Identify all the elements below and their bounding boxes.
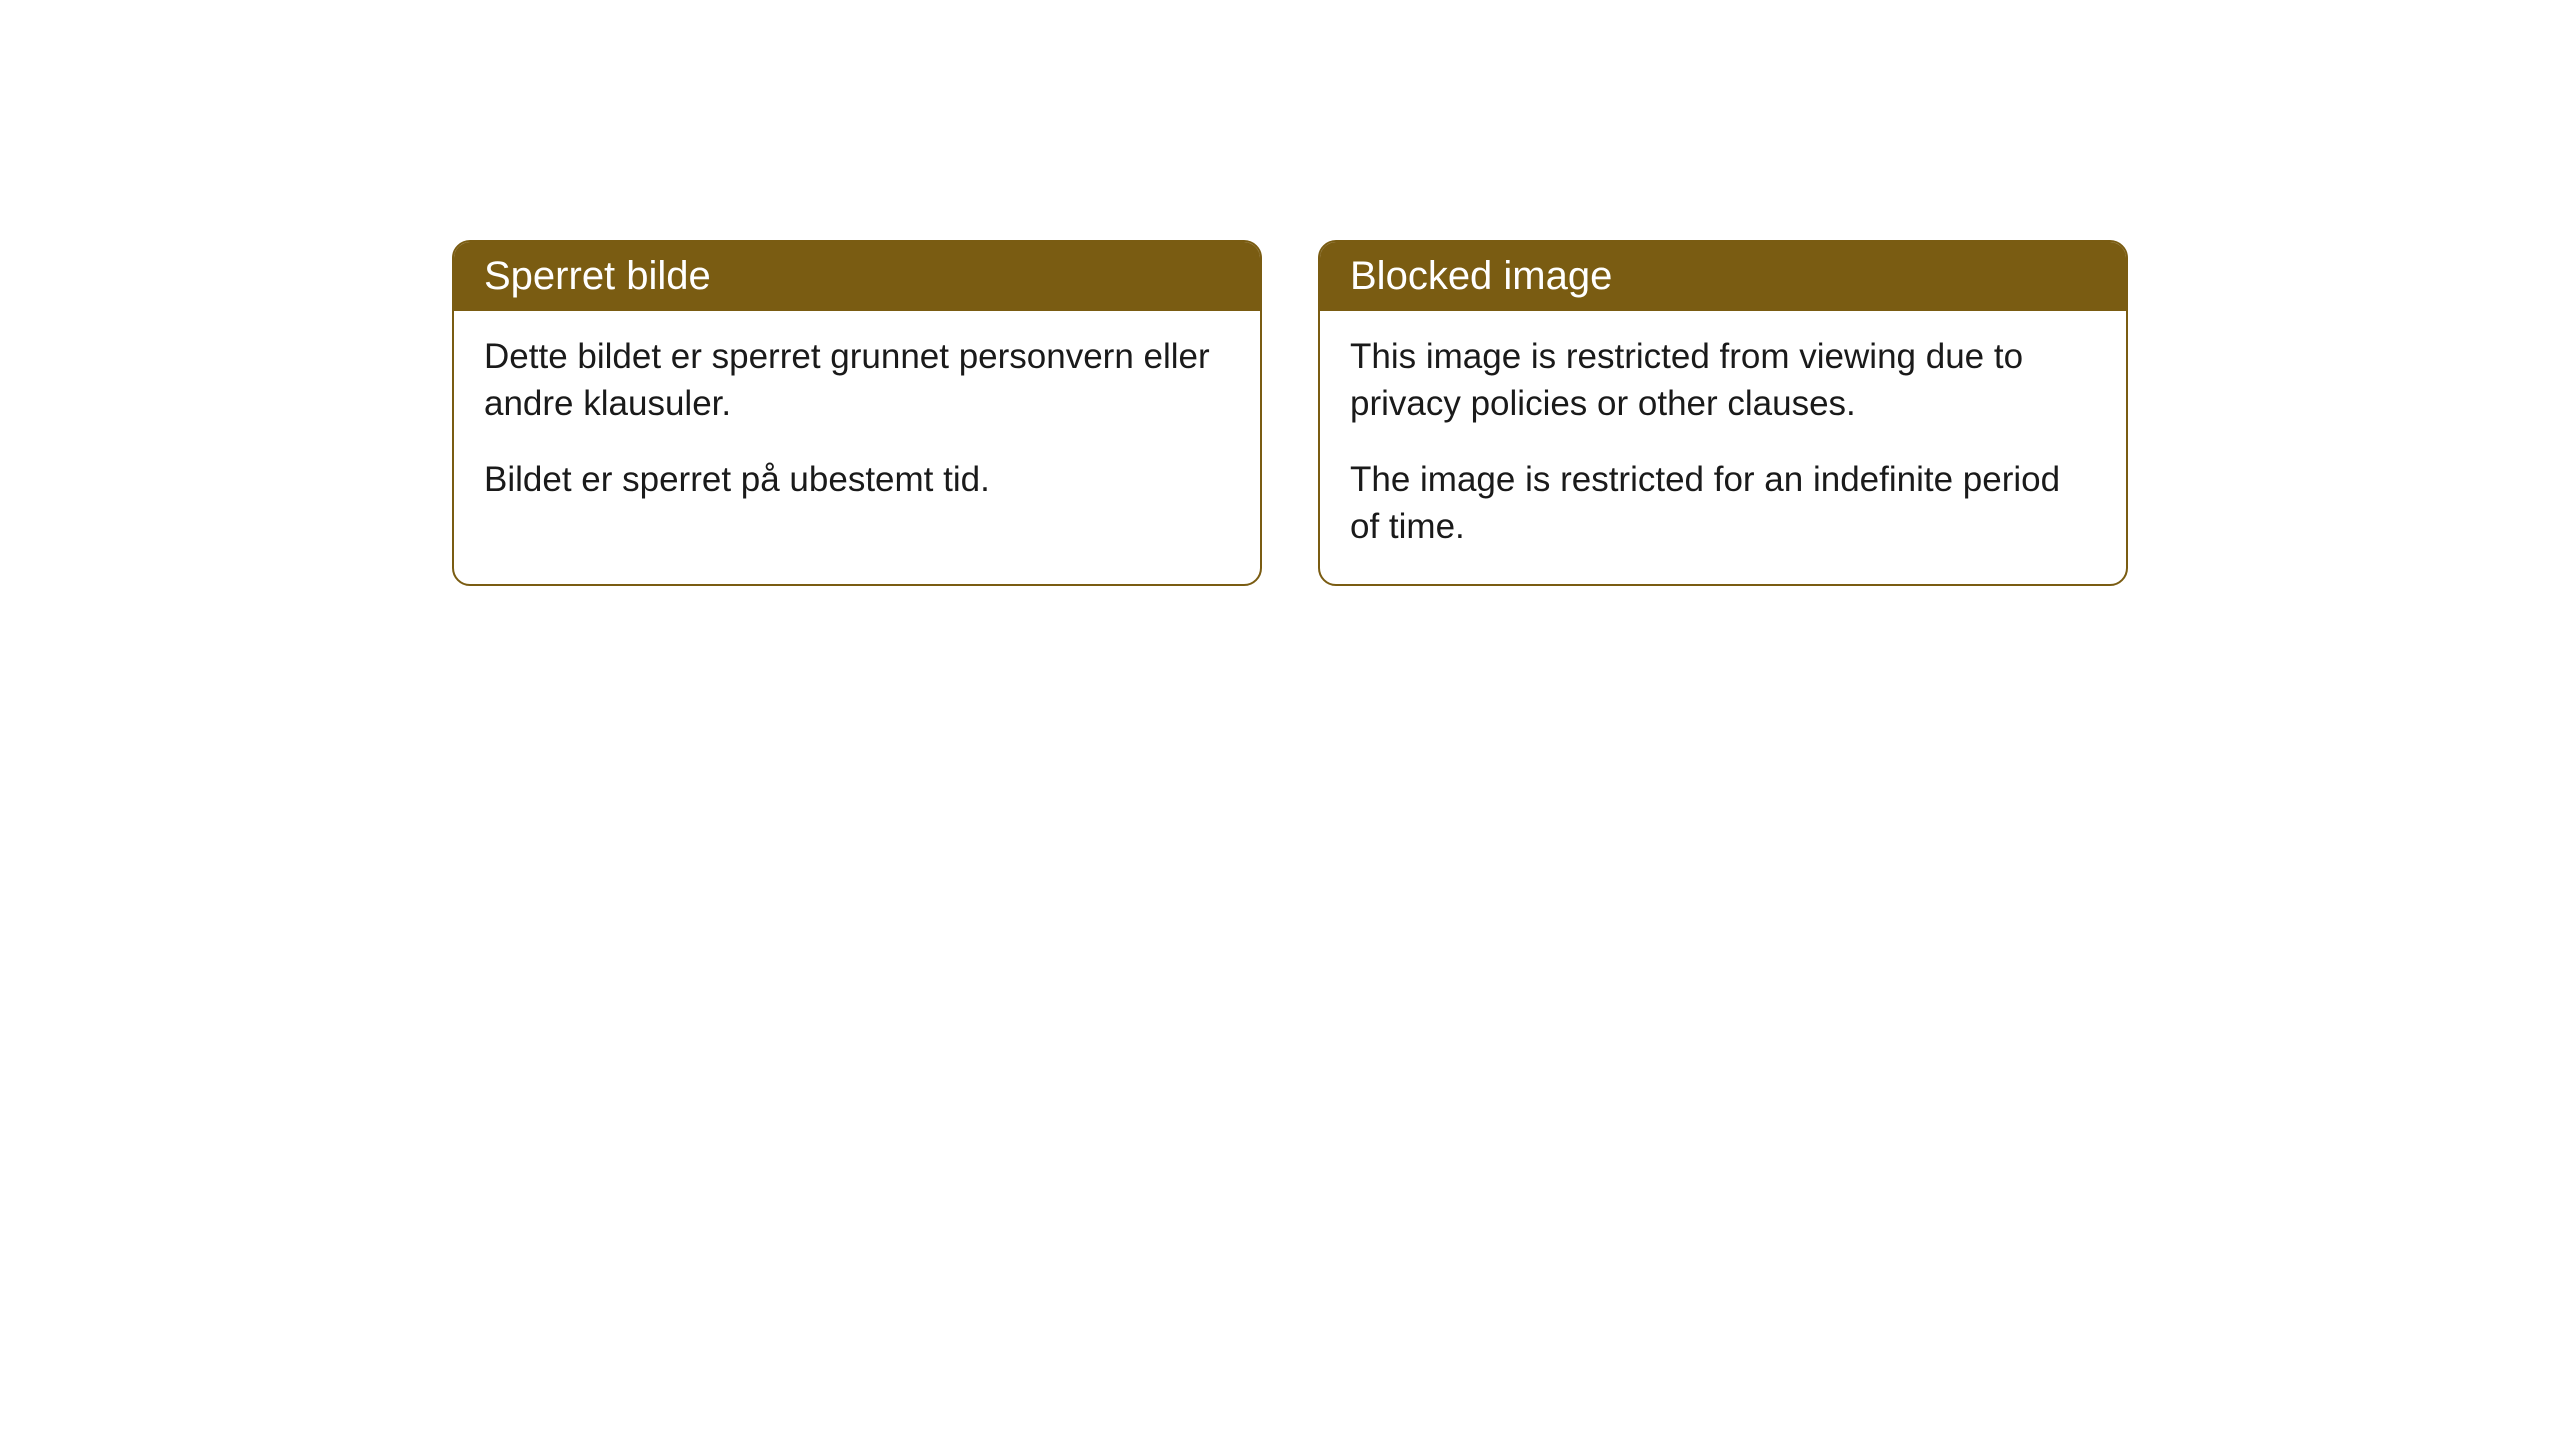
card-paragraph: Dette bildet er sperret grunnet personve… xyxy=(484,333,1230,428)
card-title: Sperret bilde xyxy=(454,242,1260,311)
blocked-image-card-norwegian: Sperret bilde Dette bildet er sperret gr… xyxy=(452,240,1262,586)
notice-container: Sperret bilde Dette bildet er sperret gr… xyxy=(452,240,2128,586)
card-body: Dette bildet er sperret grunnet personve… xyxy=(454,311,1260,537)
card-body: This image is restricted from viewing du… xyxy=(1320,311,2126,584)
card-paragraph: The image is restricted for an indefinit… xyxy=(1350,456,2096,551)
blocked-image-card-english: Blocked image This image is restricted f… xyxy=(1318,240,2128,586)
card-title: Blocked image xyxy=(1320,242,2126,311)
card-paragraph: Bildet er sperret på ubestemt tid. xyxy=(484,456,1230,503)
card-paragraph: This image is restricted from viewing du… xyxy=(1350,333,2096,428)
